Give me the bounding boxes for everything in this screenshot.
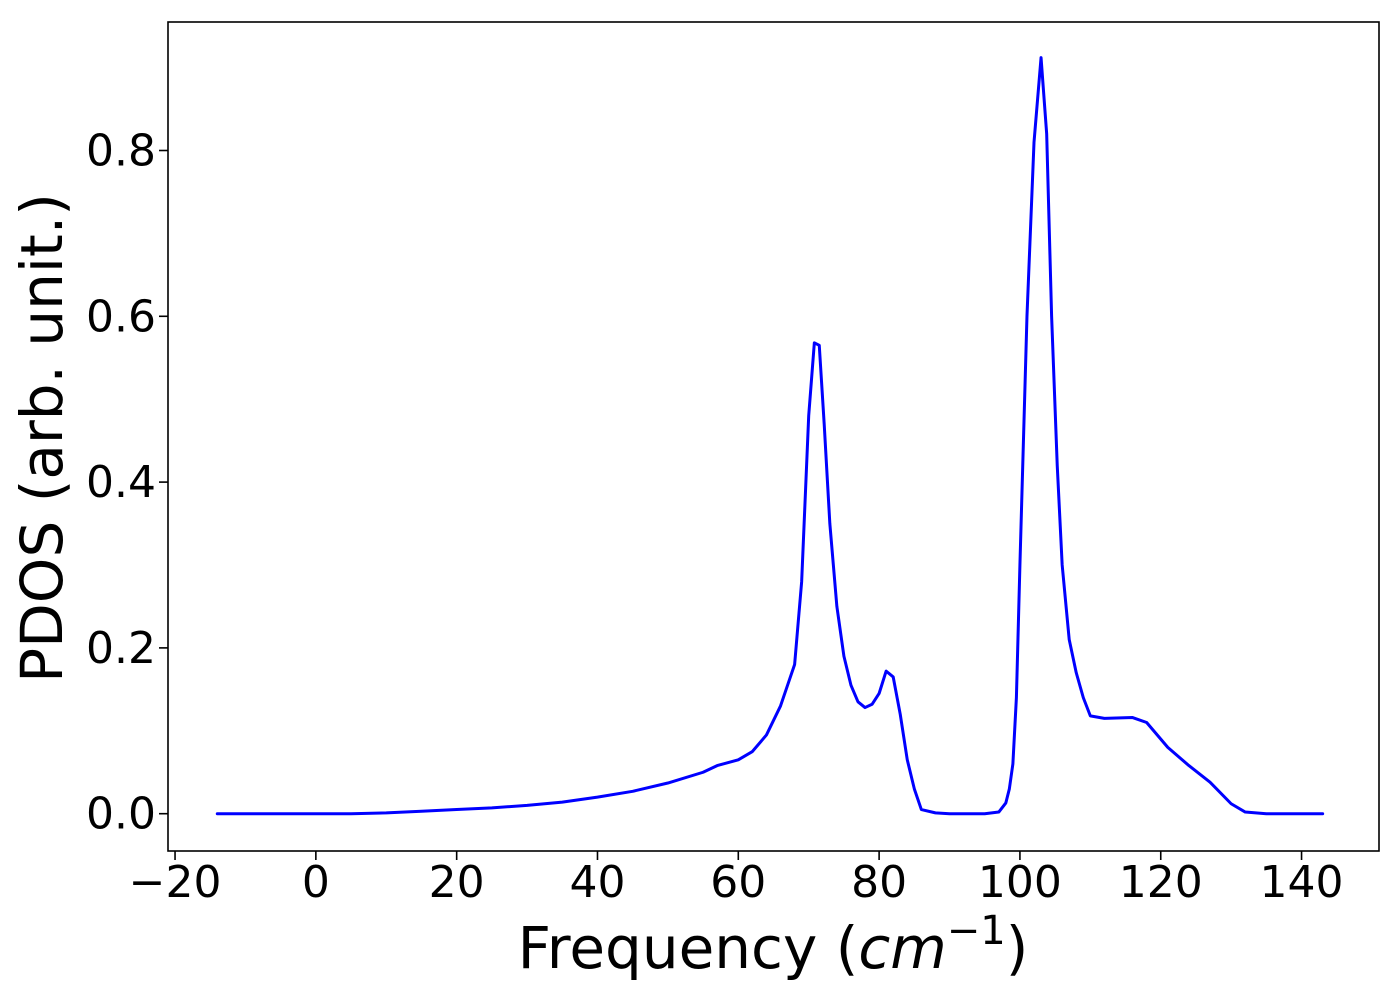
pdos-series-line-0 [215, 56, 1325, 816]
y-tick-label: 0.0 [86, 789, 156, 840]
x-axis-label-prefix: Frequency ( [518, 914, 859, 982]
x-tick-label: −20 [129, 857, 222, 908]
x-axis-label-math: cm [858, 914, 946, 982]
y-axis-label: PDOS (arb. unit.) [8, 193, 76, 683]
x-tick-label: 140 [1260, 857, 1344, 908]
x-axis-label-superscript: −1 [947, 908, 1006, 954]
x-tick-label: 60 [710, 857, 766, 908]
x-axis-ticks: −20 0 20 40 60 80 100 120 140 [129, 851, 1344, 908]
x-tick-label: 0 [302, 857, 330, 908]
x-axis-label: Frequency (cm−1) [518, 908, 1029, 982]
x-tick-label: 40 [569, 857, 625, 908]
y-tick-label: 0.2 [86, 623, 156, 674]
y-axis-ticks: 0.0 0.2 0.4 0.6 0.8 [86, 125, 168, 840]
series-layer [215, 56, 1325, 816]
x-axis-label-suffix: ) [1006, 914, 1029, 982]
y-tick-label: 0.4 [86, 457, 156, 508]
x-tick-label: 80 [851, 857, 907, 908]
y-tick-label: 0.6 [86, 291, 156, 342]
x-tick-label: 20 [429, 857, 485, 908]
x-tick-label: 100 [978, 857, 1062, 908]
y-tick-label: 0.8 [86, 125, 156, 176]
plot-area-frame [167, 21, 1380, 852]
x-tick-label: 120 [1119, 857, 1203, 908]
